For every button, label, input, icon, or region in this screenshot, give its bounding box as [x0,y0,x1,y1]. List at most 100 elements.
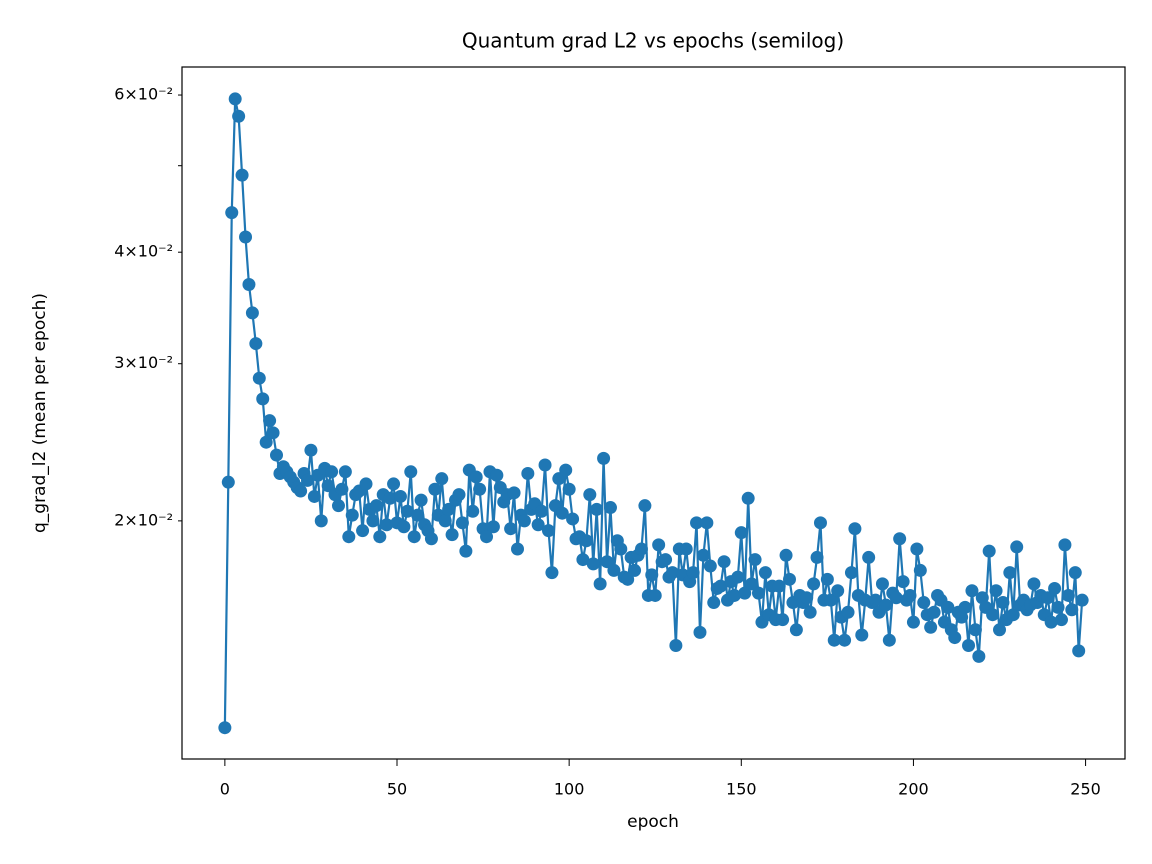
data-point [700,516,714,530]
data-point [669,639,683,653]
data-point [810,550,824,564]
data-point [583,488,597,502]
data-point [342,530,356,544]
data-point [968,623,982,637]
data-point [807,577,821,591]
data-point [648,588,662,602]
data-point [779,548,793,562]
data-point [232,109,246,123]
data-point [466,504,480,518]
data-point [221,475,235,489]
data-point [225,206,239,220]
data-point [600,555,614,569]
x-tick-label: 100 [554,780,585,799]
data-point [686,566,700,580]
data-point [387,477,401,491]
data-point [731,570,745,584]
data-point [335,482,349,496]
data-point [910,542,924,556]
data-point [965,584,979,598]
data-point [645,568,659,582]
data-point [948,631,962,645]
data-point [924,620,938,634]
data-point [359,477,373,491]
data-point [579,534,593,548]
data-point [235,168,249,182]
data-point [538,458,552,472]
y-axis-label: q_grad_l2 (mean per epoch) [30,293,50,533]
data-point [307,489,321,503]
data-point [566,512,580,526]
data-point [266,426,280,440]
data-point [1027,577,1041,591]
data-point [300,473,314,487]
data-point [442,502,456,516]
data-point [490,468,504,482]
data-point [955,610,969,624]
data-point [414,493,428,507]
data-point [504,522,518,536]
data-point [714,579,728,593]
data-point [862,550,876,564]
data-point [844,566,858,580]
data-point [452,488,466,502]
data-point [800,591,814,605]
data-point [400,504,414,518]
data-point [562,482,576,496]
data-point [1058,538,1072,552]
data-point [913,563,927,577]
data-point [827,633,841,647]
data-point [249,337,263,351]
data-point [986,608,1000,622]
data-point [1068,566,1082,580]
data-point [345,508,359,522]
data-point [958,600,972,614]
data-point [782,572,796,586]
data-point [245,306,259,320]
data-point [459,544,473,558]
data-point [989,584,1003,598]
data-point [593,577,607,591]
data-point [294,484,308,498]
data-point [772,579,786,593]
data-point [356,524,370,538]
data-point [314,514,328,528]
data-point [831,584,845,598]
data-point [1075,593,1089,607]
data-point [1006,608,1020,622]
data-point [927,605,941,619]
data-point [1061,588,1075,602]
data-point [972,649,986,663]
data-point [380,518,394,532]
x-tick-label: 250 [1070,780,1101,799]
data-point [703,559,717,573]
data-point [869,593,883,607]
data-point [511,542,525,556]
data-point [758,566,772,580]
data-point [752,586,766,600]
data-point [555,506,569,520]
data-point [469,470,483,484]
data-point [838,633,852,647]
data-point [906,615,920,629]
chart-title: Quantum grad L2 vs epochs (semilog) [462,29,844,53]
data-point [1010,540,1024,554]
data-point [1041,591,1055,605]
data-point [1054,613,1068,627]
data-point [545,566,559,580]
data-point [1072,644,1086,658]
data-point [824,593,838,607]
data-point [473,482,487,496]
data-point [218,721,232,735]
data-point [331,499,345,513]
data-point [896,575,910,589]
data-point [559,463,573,477]
data-point [325,465,339,479]
data-point [996,596,1010,610]
data-point [727,588,741,602]
data-point [848,522,862,536]
data-point [1048,581,1062,595]
plot-frame [181,66,1126,760]
